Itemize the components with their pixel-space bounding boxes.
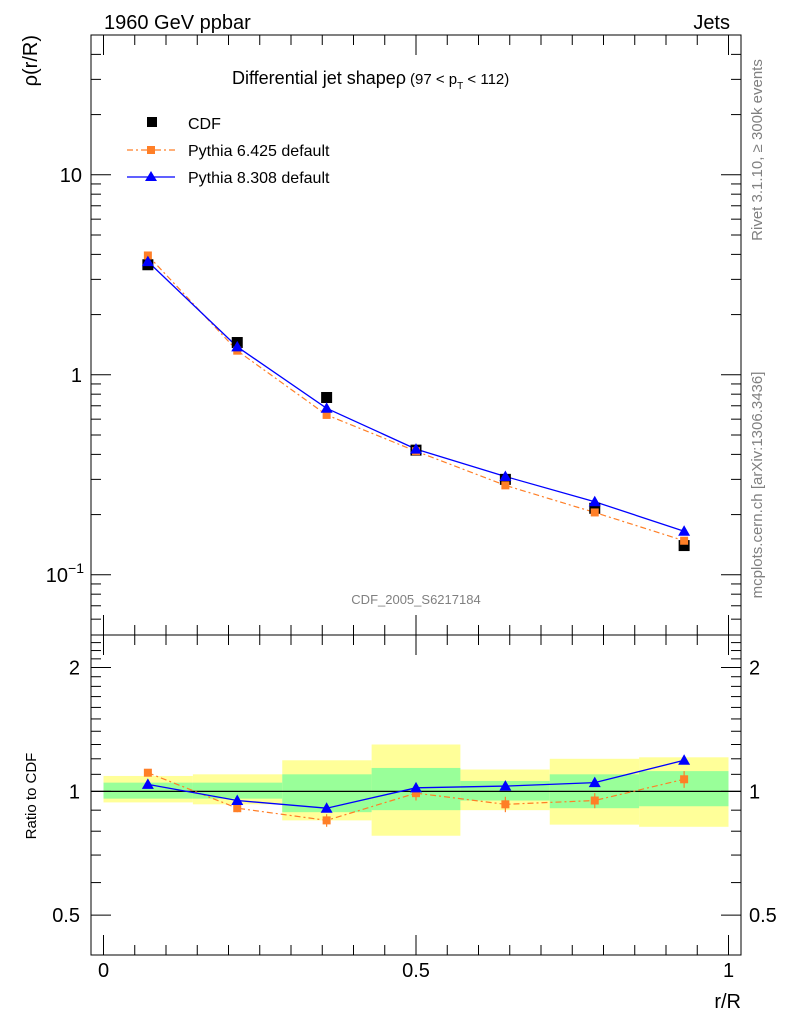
ratio-pythia8-point: [320, 802, 333, 813]
ratio-pythia8-point: [410, 781, 422, 793]
ratio-panel: 2 2 1 1 0.5 0.5 0 0.5 1 Ratio to CDF r/R: [23, 634, 777, 1013]
legend-pythia8-label: Pythia 8.308 default: [188, 170, 330, 187]
legend-cdf-marker: [147, 117, 157, 127]
analysis-watermark: CDF_2005_S6217184: [351, 592, 480, 607]
legend-pythia8-marker: [145, 171, 157, 181]
rivet-label: Rivet 3.1.10, ≥ 300k events: [749, 59, 766, 241]
pythia8-line: [147, 261, 685, 532]
legend-pythia6-marker: [147, 146, 155, 154]
ratio-pythia8-point: [499, 780, 512, 791]
ratio-y-tick-label: 0.5: [52, 905, 80, 927]
energy-label: 1960 GeV ppbar: [104, 12, 251, 34]
pythia6-point: [322, 410, 331, 419]
pythia8-point: [231, 340, 244, 352]
ratio-pythia8-point: [141, 778, 154, 789]
upper-series-layer: [141, 251, 691, 552]
x-axis-label: r/R: [714, 991, 741, 1013]
ratio-y-tick-label-right: 2: [749, 658, 760, 680]
uncertainty-band-inner: [192, 782, 283, 799]
upper-y-tick-label: 10: [60, 165, 82, 187]
legend-pythia6-label: Pythia 6.425 default: [188, 143, 330, 160]
ratio-pythia6-point: [322, 816, 331, 825]
uncertainty-band-inner: [103, 782, 193, 799]
ratio-pythia6-point: [680, 775, 689, 784]
ratio-series-layer: [91, 754, 741, 827]
pythia8-point: [678, 525, 691, 536]
ratio-pythia8-point: [231, 794, 244, 806]
upper-y-axis-label: ρ(r/R): [20, 35, 42, 86]
upper-y-tick-label: 10−1: [46, 560, 84, 587]
pythia8-point: [141, 255, 154, 267]
ratio-pythia6-point: [233, 804, 242, 813]
ratio-y-axis-label: Ratio to CDF: [23, 753, 40, 840]
pythia8-point: [320, 402, 333, 413]
category-label: Jets: [693, 12, 730, 34]
ratio-pythia6-point: [143, 768, 152, 777]
cdf-point: [589, 502, 601, 514]
upper-panel: CDF_2005_S6217184 10 1 10−1 Differential j…: [20, 34, 742, 636]
legend: CDF Pythia 6.425 default Pythia 8.308 de…: [127, 116, 330, 187]
ratio-y-tick-label-right: 1: [749, 781, 760, 803]
ratio-pythia8-point: [588, 776, 601, 788]
ratio-pythia6-point: [501, 800, 510, 809]
cdf-point: [321, 391, 333, 403]
pythia8-point: [410, 443, 422, 454]
pythia6-point: [143, 251, 152, 260]
cdf-point: [678, 540, 690, 552]
source-label: mcplots.cern.ch [arXiv:1306.3436]: [749, 372, 766, 599]
pythia6-point: [501, 481, 510, 490]
x-tick-label: 0.5: [402, 960, 430, 982]
ratio-pythia6-point: [590, 796, 599, 805]
pythia8-point: [588, 495, 601, 507]
ratio-pythia8-point: [678, 754, 691, 765]
ratio-axes: 2 2 1 1 0.5 0.5 0 0.5 1: [52, 634, 777, 982]
upper-y-tick-label: 1: [71, 365, 82, 387]
pythia8-point: [499, 470, 512, 482]
x-tick-label: 0: [98, 960, 109, 982]
ratio-y-tick-label-right: 0.5: [749, 905, 777, 927]
ratio-y-tick-label: 1: [69, 781, 80, 803]
ratio-y-tick-label: 2: [69, 658, 80, 680]
legend-cdf-label: CDF: [188, 116, 221, 133]
pythia6-point: [590, 508, 599, 517]
ratio-pythia6-point: [412, 789, 420, 798]
pythia6-line: [147, 255, 685, 542]
plot-title: Differential jet shapeρ (97 < pT < 112): [232, 68, 509, 92]
x-tick-label: 1: [723, 960, 734, 982]
pythia6-point: [680, 536, 689, 545]
